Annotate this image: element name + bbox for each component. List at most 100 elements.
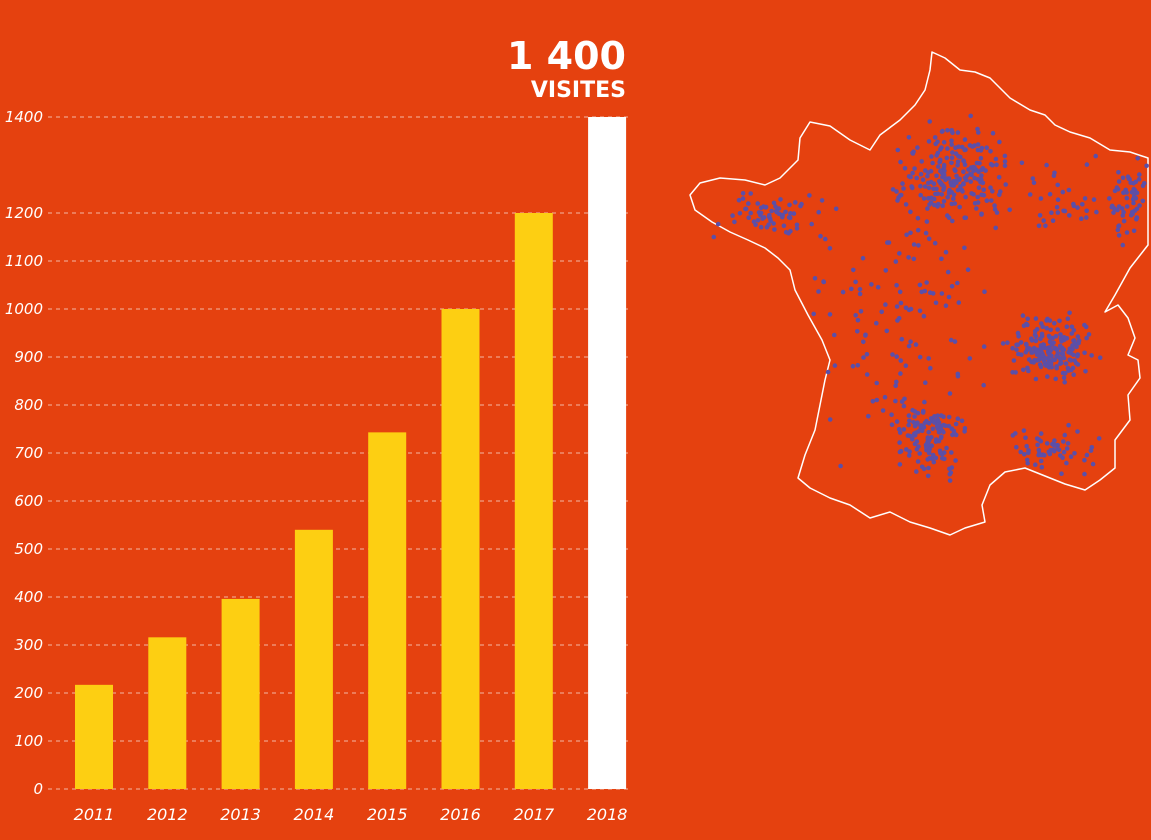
map-dot (952, 201, 958, 206)
map-dot (821, 279, 826, 284)
map-dot (903, 202, 909, 207)
map-dot (949, 138, 954, 143)
map-dot (941, 162, 947, 168)
map-dot (906, 135, 912, 140)
map-dot (926, 438, 932, 444)
map-dot (966, 167, 971, 172)
map-dot (941, 187, 946, 192)
map-dot (926, 430, 931, 435)
map-dot (855, 317, 861, 323)
map-dot (940, 128, 945, 134)
map-dot (961, 169, 966, 174)
map-dot (1083, 369, 1088, 374)
map-dot (928, 200, 934, 205)
map-dot (953, 421, 959, 427)
map-dot (1048, 447, 1054, 453)
map-dot (894, 304, 900, 309)
map-dot (819, 198, 825, 203)
map-dot (1047, 191, 1053, 197)
map-dot (949, 155, 955, 160)
map-dot (897, 440, 902, 445)
map-dot (771, 200, 777, 206)
map-dot (968, 179, 973, 184)
map-dot (1086, 332, 1092, 337)
map-dot (1096, 436, 1102, 441)
map-dot (927, 290, 933, 296)
map-dot (1136, 177, 1142, 182)
map-dot (938, 451, 943, 456)
map-dot (921, 313, 927, 319)
map-dot (1075, 353, 1080, 359)
map-dot (883, 302, 888, 307)
map-dot (922, 288, 928, 294)
map-dot (1076, 338, 1082, 343)
map-dot (1011, 358, 1017, 363)
y-tick-label: 1400 (5, 108, 43, 126)
map-dot (1069, 324, 1075, 330)
map-dot (1026, 368, 1031, 374)
map-dot (955, 130, 961, 135)
map-dot (1045, 374, 1050, 379)
map-dot (1002, 153, 1008, 159)
map-dot (740, 196, 746, 201)
map-dot (1055, 327, 1060, 332)
map-dot (1124, 230, 1130, 235)
map-dot (916, 444, 921, 449)
map-dot (957, 204, 962, 210)
map-dot (920, 410, 926, 415)
bar-2014 (294, 529, 333, 789)
map-dot (1075, 205, 1080, 210)
map-dot (925, 170, 931, 175)
map-dot (1047, 451, 1053, 457)
map-dot (959, 418, 965, 424)
map-dot (962, 426, 968, 431)
map-dot (953, 151, 959, 156)
map-dot (979, 145, 985, 151)
map-dot (953, 458, 958, 463)
map-dot (746, 201, 751, 206)
map-dot (949, 128, 954, 133)
map-dot (1015, 342, 1021, 348)
bar-2012 (148, 637, 187, 789)
map-dot (1024, 347, 1030, 353)
map-dot (853, 279, 858, 285)
map-dot (906, 174, 912, 179)
map-dot (740, 191, 746, 196)
map-dot (1075, 429, 1080, 434)
map-dot (1134, 206, 1140, 212)
map-dot (921, 196, 927, 201)
map-dot (906, 453, 912, 458)
map-dot (925, 206, 930, 211)
map-dot (1038, 458, 1044, 464)
map-dot (925, 473, 931, 479)
y-tick-label: 1200 (5, 204, 43, 222)
map-dot (1065, 365, 1071, 371)
map-dot (905, 433, 911, 438)
map-dot (736, 197, 742, 203)
map-dot (915, 215, 921, 221)
map-dot (924, 219, 930, 224)
map-dot (958, 184, 963, 189)
map-dot (976, 185, 982, 190)
map-dot (809, 221, 814, 227)
map-dot (898, 358, 904, 363)
map-dot (1065, 441, 1071, 446)
map-dot (976, 130, 981, 135)
map-dot (1044, 346, 1049, 351)
map-dot (1067, 213, 1072, 218)
map-dot (1024, 342, 1029, 348)
map-dot (1068, 358, 1074, 363)
map-dot (908, 209, 913, 215)
map-dot (962, 137, 968, 142)
map-dot (1034, 326, 1040, 332)
map-dot (924, 444, 929, 450)
map-dot (1040, 324, 1045, 330)
map-dot (1121, 190, 1126, 195)
map-dot (758, 224, 764, 230)
map-dot (926, 139, 932, 144)
map-dot (921, 466, 927, 472)
map-dot (884, 328, 890, 334)
map-dot (990, 130, 996, 136)
map-dot (1033, 334, 1039, 339)
